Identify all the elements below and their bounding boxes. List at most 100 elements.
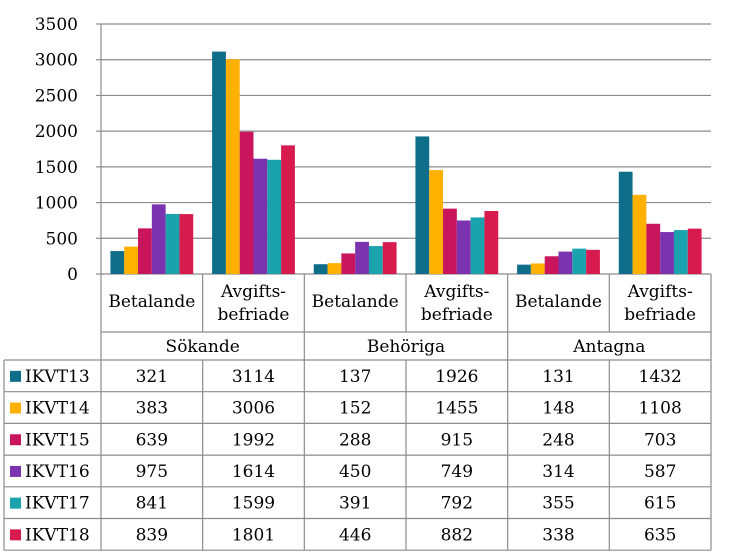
category-label: befriade: [624, 305, 696, 325]
data-label: 3006: [232, 399, 275, 419]
bar-ikvt18-5: [687, 228, 702, 274]
bar-ikvt18-1: [281, 145, 295, 274]
bar-ikvt16-3: [456, 220, 471, 274]
y-tick-label: 3500: [35, 15, 78, 35]
group-label: Sökande: [166, 337, 240, 357]
bar-ikvt14-4: [530, 263, 545, 274]
bar-ikvt13-5: [618, 171, 633, 274]
legend-label: IKVT16: [25, 462, 90, 482]
bar-ikvt18-4: [586, 249, 600, 274]
bar-ikvt13-0: [110, 251, 125, 274]
bar-ikvt17-3: [470, 217, 485, 274]
group-label: Behöriga: [367, 337, 445, 357]
bar-ikvt17-4: [572, 248, 587, 274]
data-label: 446: [339, 525, 371, 545]
legend-swatch-ikvt16: [10, 465, 21, 477]
bar-ikvt17-2: [368, 246, 383, 274]
category-label: befriade: [421, 305, 493, 325]
legend-swatch-ikvt17: [10, 497, 21, 509]
data-label: 639: [136, 430, 168, 450]
bar-ikvt15-1: [239, 131, 254, 274]
data-label: 792: [441, 494, 473, 514]
bar-ikvt13-3: [415, 136, 430, 274]
legend-swatch-ikvt18: [10, 529, 21, 541]
data-label: 1108: [639, 399, 682, 419]
data-label: 288: [339, 430, 371, 450]
y-axis: 0 500 1000 1500 2000 2500 3000 3500: [35, 15, 102, 285]
bar-ikvt17-5: [673, 230, 688, 274]
data-label: 1992: [232, 430, 275, 450]
data-label: 1801: [232, 525, 275, 545]
y-tick-label: 500: [46, 229, 78, 249]
data-label: 615: [644, 494, 676, 514]
data-label: 137: [339, 367, 371, 387]
bar-ikvt15-2: [341, 253, 356, 274]
group-label: Antagna: [572, 337, 645, 357]
legend-swatch-ikvt15: [10, 434, 21, 446]
bar-ikvt15-0: [138, 228, 152, 274]
data-label: 355: [542, 494, 574, 514]
bar-ikvt16-5: [660, 232, 674, 274]
legend-swatch-ikvt13: [10, 370, 21, 382]
data-label: 882: [441, 525, 473, 545]
legend-swatch-ikvt14: [10, 402, 21, 414]
bar-ikvt14-1: [225, 59, 240, 274]
bar-ikvt15-5: [646, 223, 661, 274]
data-label: 152: [339, 399, 371, 419]
data-label: 1432: [639, 367, 682, 387]
y-tick-label: 3000: [35, 51, 78, 71]
bar-ikvt16-0: [151, 204, 166, 274]
legend-label: IKVT17: [25, 494, 90, 514]
data-label: 391: [339, 494, 371, 514]
bar-ikvt16-2: [355, 241, 369, 274]
data-label: 1455: [435, 399, 478, 419]
data-label: 1926: [435, 367, 478, 387]
data-label: 915: [441, 430, 473, 450]
data-label: 749: [441, 462, 473, 482]
data-label: 148: [542, 399, 574, 419]
data-label: 1614: [232, 462, 275, 482]
category-label: Betalande: [108, 292, 195, 312]
category-label: Avgifts-: [423, 282, 489, 302]
data-label: 3114: [232, 367, 275, 387]
bar-ikvt14-0: [124, 246, 139, 274]
data-label: 839: [136, 525, 168, 545]
bar-ikvt18-3: [484, 211, 499, 274]
category-label: befriade: [218, 305, 290, 325]
data-label: 703: [644, 430, 676, 450]
data-label: 975: [136, 462, 168, 482]
legend-label: IKVT13: [25, 367, 90, 387]
bar-ikvt14-3: [429, 170, 444, 274]
data-table: Betalande Avgifts-befriade Betalande Avgift…: [3, 274, 712, 551]
category-label: Betalande: [312, 292, 399, 312]
bar-ikvt16-1: [253, 158, 268, 274]
bar-ikvt15-4: [544, 256, 559, 274]
data-label: 1599: [232, 494, 275, 514]
legend-label: IKVT15: [25, 430, 90, 450]
bar-ikvt13-2: [313, 264, 328, 274]
bar-ikvt17-1: [267, 159, 282, 274]
y-tick-label: 1500: [35, 158, 78, 178]
y-tick-label: 2000: [35, 122, 78, 142]
legend-label: IKVT14: [25, 399, 90, 419]
bar-ikvt14-2: [327, 263, 342, 274]
category-label: Avgifts-: [627, 282, 693, 302]
data-label: 635: [644, 525, 676, 545]
data-label: 841: [136, 494, 168, 514]
data-label: 321: [136, 367, 168, 387]
data-label: 587: [644, 462, 676, 482]
data-label: 450: [339, 462, 371, 482]
bar-ikvt18-0: [179, 214, 194, 274]
data-label: 314: [542, 462, 574, 482]
bar-ikvt15-3: [443, 208, 457, 274]
data-label: 131: [542, 367, 574, 387]
bar-ikvt17-0: [165, 213, 180, 274]
data-label: 383: [136, 399, 168, 419]
legend-label: IKVT18: [25, 525, 90, 545]
y-tick-label: 1000: [35, 194, 78, 214]
bar-ikvt18-2: [382, 242, 397, 274]
data-label: 248: [542, 430, 574, 450]
category-label: Avgifts-: [220, 282, 286, 302]
gridlines: [101, 23, 711, 275]
